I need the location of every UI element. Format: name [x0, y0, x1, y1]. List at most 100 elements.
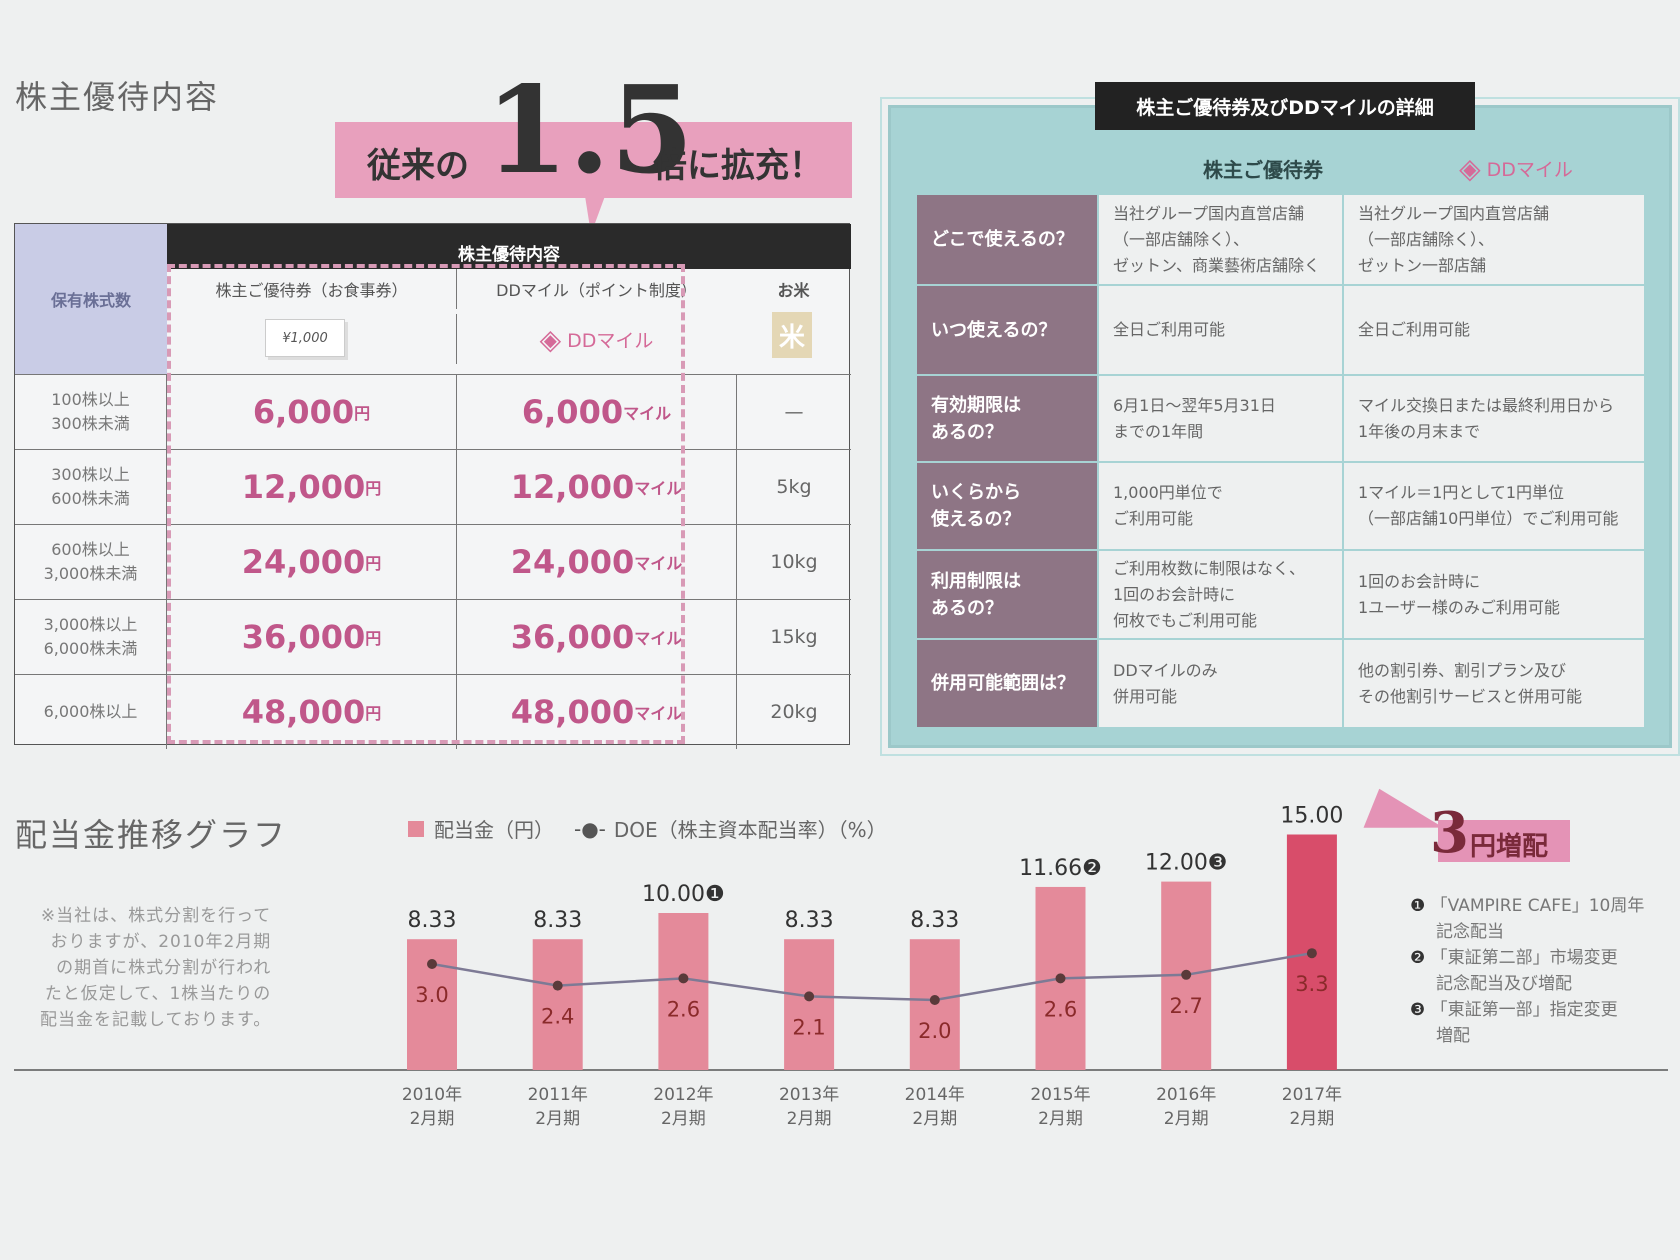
- line: （一部店舗除く）、: [1358, 229, 1495, 249]
- shares-range: 6,000株以上: [15, 675, 167, 749]
- mile-amount: 12,000 マイル: [456, 450, 736, 524]
- voucher-unit: 円: [365, 479, 382, 498]
- footnote-line: 「東証第二部」市場変更: [1430, 948, 1618, 968]
- line: 1,000円単位で: [1113, 483, 1223, 502]
- benefit-row: 3,000株以上 6,000株未満 36,000 円 36,000 マイル 15kg: [15, 599, 851, 674]
- col-header-shares: 保有株式数: [15, 224, 167, 374]
- footnote-mark: ❸: [1410, 1000, 1426, 1020]
- mile-value: 48,000: [510, 693, 635, 731]
- line: 利用制限は: [931, 570, 1021, 592]
- details-question: どこで使えるの？: [917, 195, 1097, 284]
- x-tick-label: 2月期: [661, 1109, 706, 1129]
- dividend-bar: [784, 939, 835, 1070]
- footnote-line: 「VAMPIRE CAFE」10周年: [1430, 896, 1645, 916]
- dividend-chart: 8.33 2010年 2月期 8.33 2011年 2月期 10.00❶ 2012年 2月期 8.…: [14, 804, 1668, 1129]
- line: マイル交換日または最終利用日から: [1358, 395, 1615, 415]
- line: 全日ご利用可能: [1358, 320, 1471, 339]
- line: 1ユーザー様のみご利用可能: [1358, 597, 1560, 617]
- voucher-unit: 円: [365, 629, 382, 648]
- details-voucher-answer: 当社グループ国内直営店舗 （一部店舗除く）、 ゼットン、商業藝術店舗除く: [1099, 195, 1342, 284]
- mile-amount: 6,000 マイル: [456, 375, 736, 449]
- voucher-unit: 円: [354, 404, 371, 423]
- line: 他の割引券、割引プラン及び: [1358, 660, 1567, 680]
- details-col-mile-text: DDマイル: [1486, 158, 1573, 181]
- x-tick-label: 2月期: [410, 1109, 455, 1129]
- details-panel: 株主ご優待券 ◈ DDマイル どこで使えるの？ 当社グループ国内直営店舗 （一部店舗…: [880, 97, 1680, 756]
- x-tick-label: 2月期: [1164, 1109, 1209, 1129]
- details-mile-answer: 当社グループ国内直営店舗 （一部店舗除く）、 ゼットン一部店舗: [1344, 195, 1644, 284]
- note-line: の期首に株式分割が行われ: [56, 958, 272, 978]
- footnotes: ❶ 「VAMPIRE CAFE」10周年記念配当 ❷ 「東証第二部」市場変更 記念配…: [1410, 893, 1644, 1049]
- line: 何枚でもご利用可能: [1113, 610, 1258, 630]
- mile-unit: マイル: [634, 479, 683, 498]
- voucher-value: 48,000: [241, 693, 366, 731]
- x-tick-label: 2017年: [1282, 1085, 1342, 1105]
- mile-value: 36,000: [510, 618, 635, 656]
- bar-label: 12.00❸: [1145, 851, 1228, 876]
- mile-amount: 24,000 マイル: [456, 525, 736, 599]
- voucher-value: 6,000: [252, 393, 355, 431]
- doe-label: 2.6: [667, 997, 700, 1021]
- dividend-bar: [532, 939, 583, 1070]
- line: 使えるの？: [931, 509, 1021, 530]
- line: 1マイル＝1円として1円単位: [1358, 483, 1565, 502]
- details-mile-answer: 1マイル＝1円として1円単位 （一部店舗10円単位）でご利用可能: [1344, 463, 1644, 549]
- line: 1回のお会計時に: [1358, 571, 1481, 591]
- voucher-amount: 36,000 円: [167, 600, 456, 674]
- x-tick-label: 2016年: [1156, 1085, 1216, 1105]
- doe-point: [678, 973, 689, 984]
- doe-point: [1055, 973, 1066, 984]
- line: 併用可能範囲は？: [931, 673, 1075, 694]
- x-tick-label: 2月期: [1289, 1109, 1334, 1129]
- doe-point: [929, 995, 940, 1005]
- footnote: ❷ 「東証第二部」市場変更 記念配当及び増配: [1410, 945, 1644, 997]
- shares-min: 100株以上: [51, 390, 130, 409]
- details-voucher-answer: 1,000円単位で ご利用可能: [1099, 463, 1342, 549]
- shares-min: 3,000株以上: [43, 615, 138, 634]
- mile-unit: マイル: [634, 554, 683, 573]
- rice-amount: —: [736, 375, 851, 449]
- details-voucher-answer: DDマイルのみ 併用可能: [1099, 640, 1342, 727]
- line: （一部店舗10円単位）でご利用可能: [1358, 509, 1619, 528]
- line: 1年後の月末まで: [1358, 421, 1481, 441]
- col-header-rice: お米: [777, 281, 810, 300]
- line: までの1年間: [1113, 421, 1204, 441]
- footnote-mark: ❶: [1410, 896, 1426, 916]
- note-line: おりますが、2010年2月期: [50, 932, 272, 952]
- bar-label: 8.33: [785, 908, 834, 933]
- legend-bar-label: 配当金（円）: [434, 818, 554, 842]
- doe-label: 2.6: [1044, 997, 1077, 1021]
- bar-label: 8.33: [910, 908, 959, 933]
- rice-amount: 15kg: [736, 600, 851, 674]
- details-mile-answer: 他の割引券、割引プラン及び その他割引サービスと併用可能: [1344, 640, 1644, 727]
- doe-label: 3.0: [415, 983, 448, 1007]
- shares-max: 6,000株未満: [43, 639, 138, 658]
- rice-amount: 10kg: [736, 525, 851, 599]
- split-note: ※当社は、株式分割を行って おりますが、2010年2月期 の期首に株式分割が行われた…: [40, 903, 271, 1033]
- col-header-mile: DDマイル（ポイント制度）: [456, 269, 736, 309]
- details-voucher-answer: 全日ご利用可能: [1099, 286, 1342, 374]
- legend-line-swatch: -●-: [574, 816, 606, 841]
- note-line: 配当金を記載しております。: [40, 1010, 272, 1030]
- line: いくらから: [931, 482, 1021, 503]
- details-question: 有効期限は あるの？: [917, 376, 1097, 461]
- note-line: ※当社は、株式分割を行って: [40, 906, 272, 926]
- footnote-line: 記念配当: [1436, 922, 1504, 942]
- footnote: ❸ 「東証第一部」指定変更 増配: [1410, 997, 1644, 1049]
- doe-point: [1181, 969, 1192, 980]
- x-tick-label: 2010年: [402, 1085, 462, 1105]
- doe-label: 2.1: [792, 1015, 825, 1039]
- line: （一部店舗除く）、: [1113, 229, 1250, 249]
- doe-point: [427, 959, 437, 969]
- voucher-value: 12,000: [241, 468, 366, 506]
- details-voucher-answer: 6月1日〜翌年5月31日 までの1年間: [1099, 376, 1342, 461]
- line: その他割引サービスと併用可能: [1358, 686, 1583, 706]
- line: 有効期限は: [931, 394, 1021, 416]
- shares-range: 300株以上 600株未満: [15, 450, 167, 524]
- mile-value: 24,000: [510, 543, 635, 581]
- rice-amount: 20kg: [736, 675, 851, 749]
- benefit-row: 6,000株以上 48,000 円 48,000 マイル 20kg: [15, 674, 851, 749]
- x-tick-label: 2月期: [1038, 1109, 1083, 1129]
- voucher-unit: 円: [365, 554, 382, 573]
- benefits-table: 保有株式数 株主優待内容 株主ご優待券（お食事券） ¥1,000 DDマイル（ポ…: [14, 223, 851, 749]
